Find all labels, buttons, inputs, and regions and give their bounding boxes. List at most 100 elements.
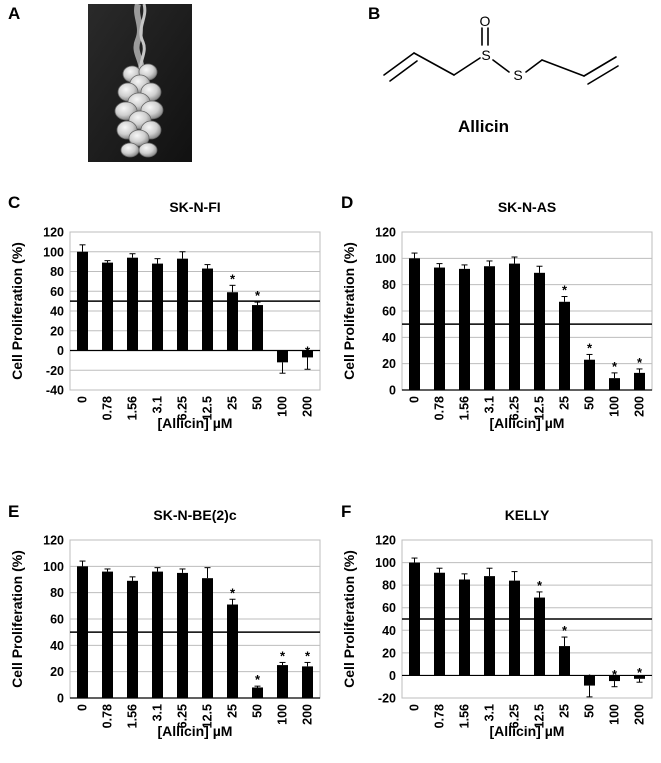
y-axis-label: Cell Proliferation (%) <box>341 550 357 688</box>
significance-star: * <box>587 672 593 687</box>
y-tick-label: 100 <box>375 556 396 570</box>
x-tick-label: 0.78 <box>433 396 447 420</box>
bar <box>434 267 445 390</box>
chart-sk-n-fi: SK-N-FI -40 -20 0 20 40 60 80 100 120 0 0.78 1.56 3.1… <box>9 199 321 431</box>
significance-star: * <box>280 648 286 663</box>
x-tick-label: 50 <box>251 396 265 410</box>
x-axis-label: [Allicin] µM <box>158 415 233 431</box>
garlic-braid-photo <box>88 4 192 162</box>
x-tick-label: 200 <box>301 704 315 725</box>
x-tick-label: 12.5 <box>533 704 547 728</box>
bar <box>277 350 288 363</box>
significance-star: * <box>637 355 643 370</box>
x-tick-label: 50 <box>583 704 597 718</box>
bar <box>609 378 620 390</box>
y-tick-label: 0 <box>389 384 396 398</box>
y-tick-label: 0 <box>57 692 64 706</box>
y-tick-label: 120 <box>43 226 64 240</box>
significance-star: * <box>230 271 236 286</box>
y-tick-label: 100 <box>375 252 396 266</box>
y-tick-label: 100 <box>43 560 64 574</box>
y-tick-label: -40 <box>46 384 64 398</box>
bar <box>152 571 163 698</box>
bar <box>202 578 213 698</box>
x-tick-label: 0 <box>408 396 422 403</box>
bar <box>127 580 138 698</box>
bar <box>302 350 313 358</box>
x-tick-label: 3.1 <box>483 396 497 413</box>
x-tick-label: 100 <box>276 704 290 725</box>
bar <box>77 251 88 351</box>
bar <box>509 580 520 676</box>
x-tick-label: 200 <box>301 396 315 417</box>
molecule-name: Allicin <box>458 117 510 136</box>
bar <box>484 266 495 390</box>
y-tick-label: 0 <box>389 669 396 683</box>
significance-star: * <box>537 578 543 593</box>
chart-kelly: KELLY -20 0 20 40 60 80 100 120 0 0.78 1.56 3.1 6.25 *… <box>341 507 653 739</box>
x-tick-label: 100 <box>608 704 622 725</box>
bar <box>559 646 570 676</box>
y-tick-label: 120 <box>375 226 396 240</box>
significance-star: * <box>562 623 568 638</box>
x-tick-label: 0 <box>76 704 90 711</box>
allicin-structure: O S S <box>383 13 619 85</box>
y-axis-label: Cell Proliferation (%) <box>9 242 25 380</box>
x-tick-label: 6.25 <box>508 704 522 728</box>
bar <box>584 359 595 390</box>
significance-star: * <box>255 672 261 687</box>
bar <box>102 571 113 698</box>
bar <box>459 579 470 676</box>
bar <box>484 576 495 676</box>
x-tick-label: 3.1 <box>151 704 165 721</box>
bar <box>509 263 520 390</box>
significance-star: * <box>637 665 643 680</box>
bar <box>177 258 188 351</box>
x-tick-label: 6.25 <box>176 396 190 420</box>
x-tick-label: 50 <box>583 396 597 410</box>
x-tick-label: 1.56 <box>126 396 140 420</box>
x-tick-label: 200 <box>633 704 647 725</box>
x-tick-label: 1.56 <box>458 704 472 728</box>
plot-border <box>69 231 321 391</box>
panel-label-a: A <box>8 4 21 23</box>
x-tick-label: 12.5 <box>533 396 547 420</box>
y-tick-label: 20 <box>382 357 396 371</box>
y-tick-label: 40 <box>382 624 396 638</box>
bar <box>227 292 238 351</box>
bar <box>152 263 163 351</box>
x-tick-label: 12.5 <box>201 704 215 728</box>
bar <box>127 257 138 351</box>
y-tick-label: 80 <box>50 265 64 279</box>
significance-star: * <box>612 359 618 374</box>
bar <box>77 566 88 698</box>
x-tick-label: 6.25 <box>176 704 190 728</box>
panel-label-b: B <box>368 4 381 23</box>
significance-star: * <box>612 667 618 682</box>
bar <box>634 675 645 679</box>
y-tick-label: 0 <box>57 344 64 358</box>
x-tick-label: 3.1 <box>151 396 165 413</box>
oxygen-atom: O <box>480 13 491 29</box>
y-tick-label: 100 <box>43 245 64 259</box>
x-tick-label: 1.56 <box>458 396 472 420</box>
x-tick-label: 50 <box>251 704 265 718</box>
bar <box>409 258 420 390</box>
bar <box>534 272 545 390</box>
x-tick-label: 25 <box>558 396 572 410</box>
x-tick-label: 12.5 <box>201 396 215 420</box>
bar <box>202 268 213 351</box>
y-tick-label: 20 <box>50 665 64 679</box>
x-tick-label: 3.1 <box>483 704 497 721</box>
bar <box>559 301 570 390</box>
x-tick-label: 0 <box>76 396 90 403</box>
y-tick-label: 120 <box>43 534 64 548</box>
panel-label-e: E <box>8 502 20 521</box>
x-tick-label: 25 <box>558 704 572 718</box>
chart-title: SK-N-AS <box>498 199 556 215</box>
sulfur-atom-1: S <box>481 47 490 63</box>
panel-label-f: F <box>341 502 352 521</box>
bar <box>177 572 188 698</box>
bar <box>584 675 595 686</box>
bar <box>459 268 470 390</box>
